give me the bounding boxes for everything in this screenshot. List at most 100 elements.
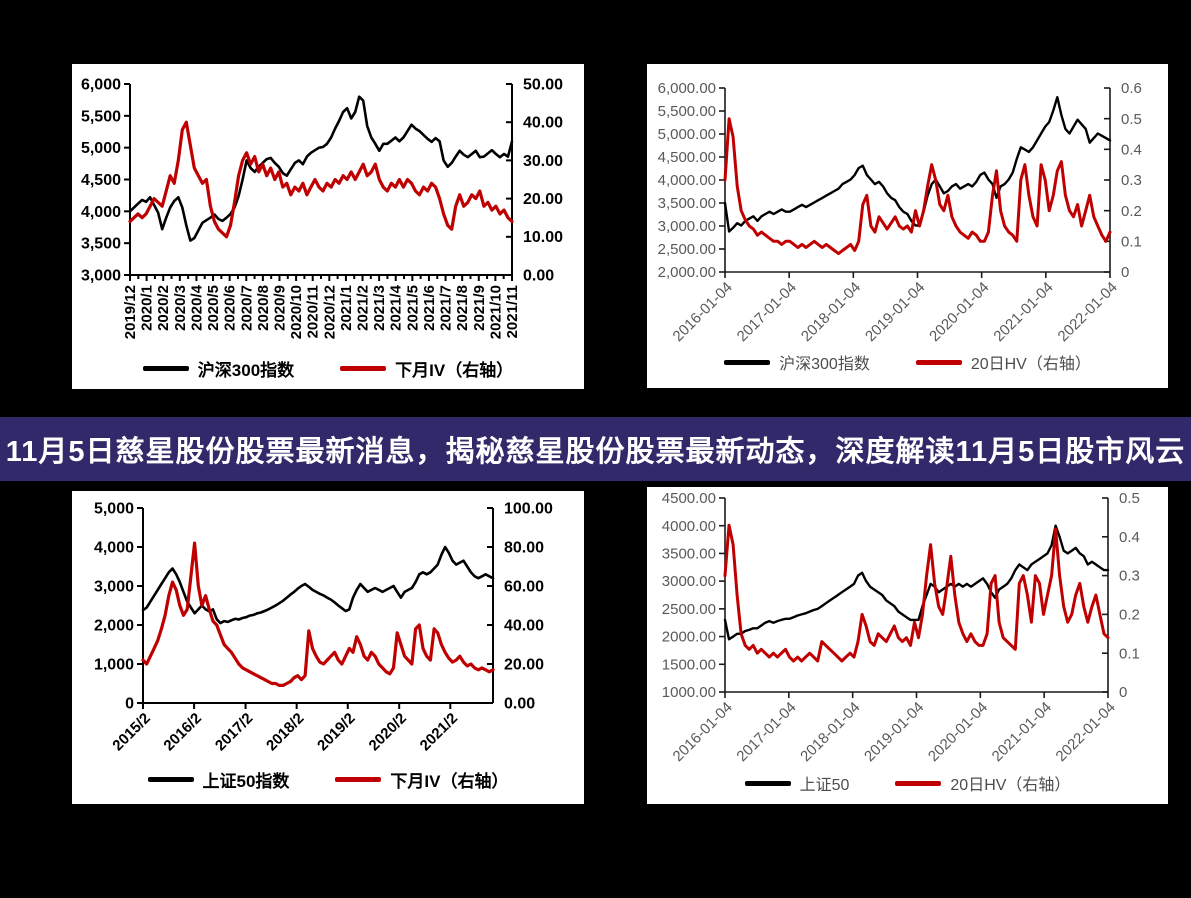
x-tick-label: 2021-01-04 <box>989 699 1055 765</box>
x-tick-label: 2021/2 <box>355 285 372 331</box>
left-tick-label: 4,000.00 <box>658 172 716 189</box>
x-tick-label: 2021/3 <box>371 285 388 331</box>
x-tick-label: 2021/8 <box>454 285 471 331</box>
right-tick-label: 0.1 <box>1119 645 1140 662</box>
legend-swatch <box>147 777 194 782</box>
left-axis-ticks: 2,000.00 2,500.00 3,000.00 3,500.00 4,000.00… <box>658 80 725 281</box>
left-tick-label: 3,500 <box>81 236 121 253</box>
left-tick-label: 0 <box>125 695 134 712</box>
axes: 3,000 3,500 4,000 4,500 5,000 5,500 6,000 0.00 1… <box>81 76 563 339</box>
left-tick-label: 1,000 <box>94 656 134 673</box>
x-tick-label: 2017-01-04 <box>734 279 800 345</box>
left-tick-label: 3,000.00 <box>658 218 716 235</box>
chart-canvas: 1000.00 1500.00 2000.00 2500.00 3000.00 3500.… <box>662 490 1140 765</box>
x-tick-label: 2020/6 <box>222 285 239 331</box>
legend-item: 20日HV（右轴） <box>895 771 1070 795</box>
left-tick-label: 2,500.00 <box>658 241 716 258</box>
legend-label: 沪深300指数 <box>779 356 870 373</box>
x-tick-label: 2020/12 <box>321 285 338 339</box>
legend-swatch <box>724 359 771 365</box>
legend-label: 20日HV（右轴） <box>950 777 1071 794</box>
right-tick-label: 0 <box>1121 264 1129 281</box>
legend-label: 沪深300指数 <box>197 361 295 380</box>
left-tick-label: 4,500.00 <box>658 149 716 166</box>
right-tick-label: 0.4 <box>1121 141 1142 158</box>
legend-item: 上证50指数 <box>147 767 289 792</box>
right-tick-label: 0.00 <box>504 695 535 712</box>
legend-label: 下月IV（右轴） <box>390 772 509 791</box>
right-axis-ticks: 0 0.1 0.2 0.3 0.4 0.5 <box>1102 490 1140 701</box>
left-tick-label: 4000.00 <box>662 518 716 535</box>
right-tick-label: 40.00 <box>523 115 563 132</box>
legend-item: 下月IV（右轴） <box>340 356 513 381</box>
left-tick-label: 5,000.00 <box>658 126 716 143</box>
right-tick-label: 30.00 <box>523 153 563 170</box>
right-tick-label: 40.00 <box>504 617 544 634</box>
left-tick-label: 4,500 <box>81 172 121 189</box>
series-line-0 <box>723 524 1110 641</box>
legend-swatch <box>335 777 382 782</box>
left-tick-label: 4,000 <box>94 539 134 556</box>
x-tick-label: 2019/2 <box>314 710 358 754</box>
left-tick-label: 3500.00 <box>662 546 716 563</box>
x-tick-label: 2020/5 <box>205 285 222 331</box>
right-tick-label: 0.3 <box>1119 568 1140 585</box>
legend-label: 上证50 <box>799 777 850 794</box>
series-line-1 <box>723 117 1112 256</box>
right-tick-label: 50.00 <box>523 76 563 93</box>
left-tick-label: 3000.00 <box>662 573 716 590</box>
legend-item: 20日HV（右轴） <box>915 350 1091 374</box>
x-axis-ticks: 2016-01-042017-01-042018-01-042019-01-04… <box>670 272 1121 345</box>
x-tick-label: 2021/4 <box>388 284 405 331</box>
legend-label: 下月IV（右轴） <box>395 361 514 380</box>
legend-swatch <box>142 366 189 371</box>
legend-item: 下月IV（右轴） <box>335 767 508 792</box>
x-tick-label: 2020-01-04 <box>925 699 991 765</box>
left-tick-label: 1000.00 <box>662 684 716 701</box>
legend-label: 20日HV（右轴） <box>970 356 1091 373</box>
x-axis-ticks: 2019/12 2020/1 2020/2 2020/3 2020/4 2020/5 202… <box>122 275 521 339</box>
legend-swatch <box>895 780 942 786</box>
right-tick-label: 0.5 <box>1119 490 1140 507</box>
right-tick-label: 0.2 <box>1121 203 1142 220</box>
axes: 1000.00 1500.00 2000.00 2500.00 3000.00 3500.… <box>662 490 1140 765</box>
x-tick-label: 2022-01-04 <box>1053 699 1119 765</box>
x-tick-label: 2015/2 <box>109 710 153 754</box>
x-tick-label: 2020/8 <box>255 285 272 331</box>
left-tick-label: 2,000.00 <box>658 264 716 281</box>
right-tick-label: 20.00 <box>504 656 544 673</box>
x-tick-label: 2021/5 <box>404 285 421 331</box>
left-tick-label: 2,000 <box>94 617 134 634</box>
right-tick-label: 10.00 <box>523 229 563 246</box>
x-tick-label: 2021-01-04 <box>990 279 1056 345</box>
x-tick-label: 2018-01-04 <box>798 279 864 345</box>
x-tick-label: 2020/1 <box>139 285 156 331</box>
right-tick-label: 0.4 <box>1119 529 1140 546</box>
x-tick-label: 2021/10 <box>487 285 504 339</box>
x-tick-label: 2021/6 <box>421 285 438 331</box>
legend-swatch <box>744 780 791 786</box>
legend-item: 上证50 <box>744 771 850 795</box>
right-tick-label: 100.00 <box>504 500 553 517</box>
right-tick-label: 0.00 <box>523 267 554 284</box>
x-axis-ticks: 2015/2 2016/2 2017/2 2018/2 2019/2 2020/2 2021… <box>109 703 461 754</box>
left-tick-label: 2000.00 <box>662 629 716 646</box>
series-line-0 <box>723 96 1112 233</box>
left-tick-label: 5,500 <box>81 108 121 125</box>
chart-panel-sse50-20d-hv: 1000.00 1500.00 2000.00 2500.00 3000.00 3500.… <box>647 487 1168 804</box>
x-tick-label: 2016/2 <box>160 710 204 754</box>
x-tick-label: 2016-01-04 <box>670 699 736 765</box>
left-tick-label: 5,500.00 <box>658 103 716 120</box>
legend-item: 沪深300指数 <box>724 350 870 374</box>
x-tick-label: 2018/2 <box>263 710 307 754</box>
right-tick-label: 60.00 <box>504 578 544 595</box>
x-tick-label: 2021/7 <box>438 285 455 331</box>
x-tick-label: 2020/4 <box>188 284 205 331</box>
x-tick-label: 2019-01-04 <box>861 699 927 765</box>
x-tick-label: 2021/2 <box>417 710 461 754</box>
right-tick-label: 80.00 <box>504 539 544 556</box>
x-tick-label: 2019-01-04 <box>862 279 928 345</box>
x-tick-label: 2020-01-04 <box>926 279 992 345</box>
x-tick-label: 2017/2 <box>212 710 256 754</box>
